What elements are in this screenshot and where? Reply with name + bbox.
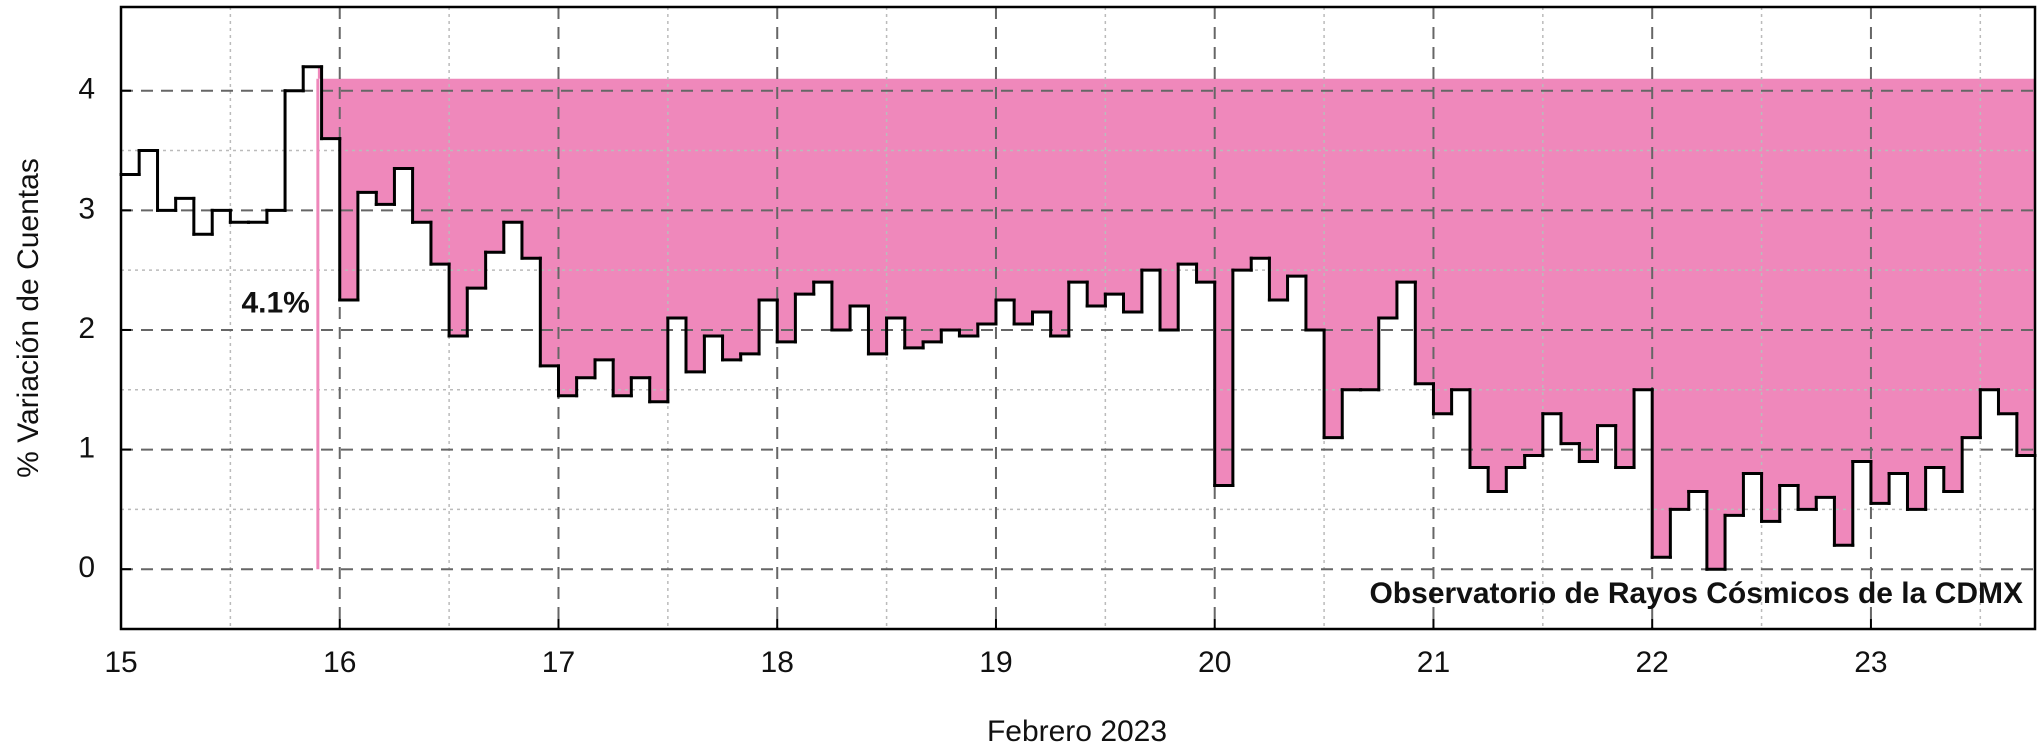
y-tick-label: 4 — [78, 73, 95, 106]
x-tick-label: 17 — [542, 646, 575, 679]
y-tick-label: 1 — [78, 431, 95, 464]
y-tick-label: 0 — [78, 551, 95, 584]
x-tick-label: 23 — [1854, 646, 1887, 679]
x-tick-label: 20 — [1198, 646, 1231, 679]
x-tick-label: 16 — [323, 646, 356, 679]
y-tick-label: 2 — [78, 312, 95, 345]
x-tick-label: 22 — [1636, 646, 1669, 679]
annotation-label: 4.1% — [241, 286, 309, 319]
fill-area — [317, 66, 2036, 570]
y-tick-label: 3 — [78, 192, 95, 225]
x-axis-label: Febrero 2023 — [987, 715, 1167, 748]
plot-frame — [119, 5, 2037, 631]
x-tick-label: 19 — [979, 646, 1012, 679]
y-axis-label: % Variación de Cuentas — [12, 158, 45, 478]
x-tick-label: 18 — [761, 646, 794, 679]
watermark: Observatorio de Rayos Cósmicos de la CDM… — [1369, 577, 2023, 610]
x-tick-label: 21 — [1417, 646, 1450, 679]
x-tick-label: 15 — [104, 646, 137, 679]
